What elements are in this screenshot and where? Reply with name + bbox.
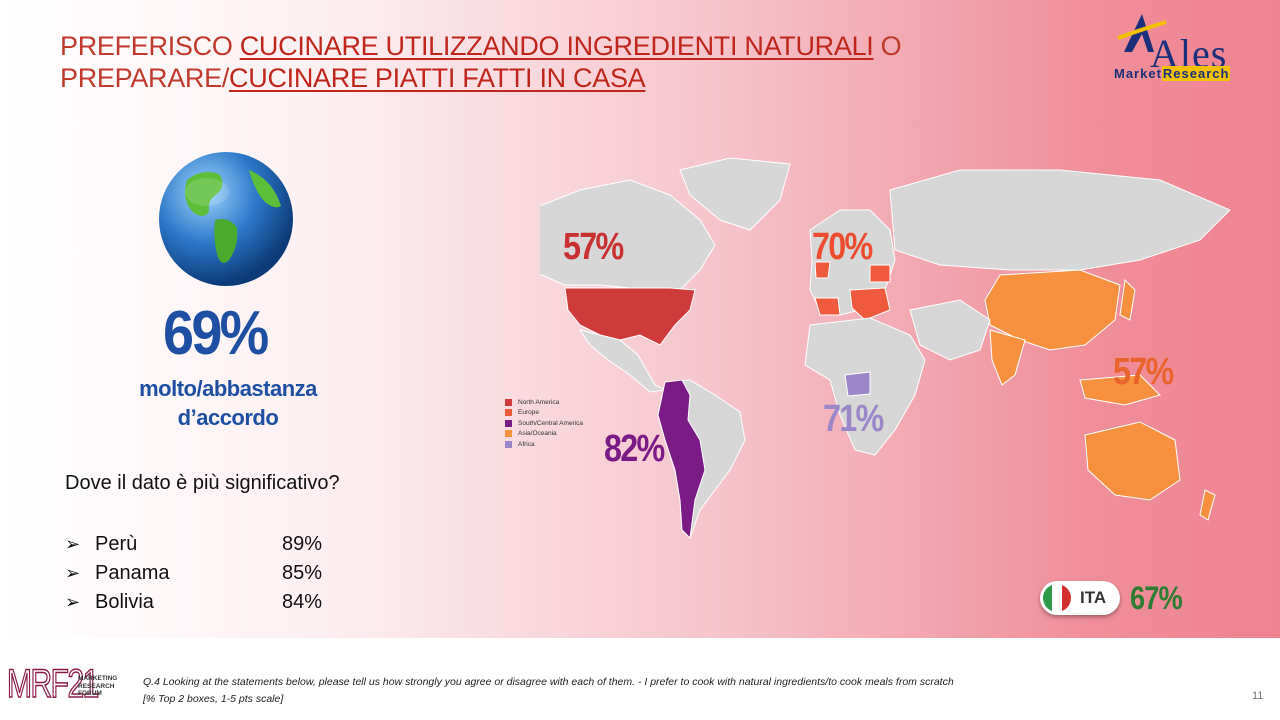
legend-item: Asia/Oceania xyxy=(505,429,583,440)
title-part-4-underlined: CUCINARE PIATTI FATTI IN CASA xyxy=(229,63,646,93)
legend-swatch xyxy=(505,419,512,427)
world-map xyxy=(540,157,1231,540)
global-percentage: 69% xyxy=(163,299,269,368)
country-list: ➢ Perù 89% ➢ Panama 85% ➢ Bolivia 84% xyxy=(65,530,322,617)
latam-percentage: 82% xyxy=(604,428,665,470)
mrf-sub-line: FORUM xyxy=(78,690,102,697)
list-item: ➢ Perù 89% xyxy=(65,530,322,559)
slide-background: PREFERISCO CUCINARE UTILIZZANDO INGREDIE… xyxy=(0,0,1280,638)
country-name: Bolivia xyxy=(95,591,154,613)
country-value: 84% xyxy=(282,591,323,613)
country-name: Perù xyxy=(95,533,138,555)
country-value: 85% xyxy=(282,562,323,584)
legend-label: Asia/Oceania xyxy=(518,430,557,438)
map-russia xyxy=(889,169,1231,271)
country-value: 89% xyxy=(282,533,323,555)
north-america-percentage: 57% xyxy=(563,226,624,268)
title-part-1: PREFERISCO xyxy=(60,31,240,61)
map-europe-highlight-3 xyxy=(869,264,891,283)
map-europe-highlight-1 xyxy=(814,297,841,316)
title-part-2-underlined: CUCINARE UTILIZZANDO INGREDIENTI NATURAL… xyxy=(239,31,874,61)
map-middle-east xyxy=(909,299,991,361)
map-asia-highlight xyxy=(984,269,1121,351)
list-item: ➢ Bolivia 84% xyxy=(65,588,322,617)
map-mexico xyxy=(578,329,667,393)
legend-label: South/Central America xyxy=(518,419,584,427)
mrf-logo: MRF21 xyxy=(6,662,99,706)
legend-item: Europe xyxy=(505,408,583,419)
list-item: ➢ Panama 85% xyxy=(65,559,322,588)
map-australia xyxy=(1084,421,1181,501)
map-greenland xyxy=(679,157,791,231)
page-number: 11 xyxy=(1252,690,1264,702)
map-usa xyxy=(564,287,696,346)
legend-item: Africa xyxy=(505,439,583,450)
legend-item: North America xyxy=(505,397,583,408)
logo-subtitle: MarketResearch xyxy=(1114,66,1231,81)
significance-question: Dove il dato è più significativo? xyxy=(65,472,340,494)
italy-badge: ITA xyxy=(1040,581,1120,615)
legend-label: Europe xyxy=(518,409,539,417)
map-europe-highlight-2 xyxy=(849,287,891,321)
legend-swatch xyxy=(505,409,512,417)
footnote-scale: [% Top 2 boxes, 1-5 pts scale] xyxy=(143,693,284,705)
map-india xyxy=(989,329,1026,386)
mrf-logo-subtitle: MARKETING RESEARCH FORUM xyxy=(78,675,117,698)
arrow-bullet-icon: ➢ xyxy=(65,563,81,583)
title-part-3: O PREPARARE/ xyxy=(60,31,902,93)
map-europe-highlight-4 xyxy=(814,261,831,279)
legend-label: North America xyxy=(518,398,560,406)
asia-percentage: 57% xyxy=(1113,351,1174,393)
agreement-line-1: molto/abbastanza xyxy=(139,376,317,401)
globe-icon xyxy=(159,152,293,286)
map-africa-highlight xyxy=(844,371,871,397)
africa-percentage: 71% xyxy=(823,398,884,440)
arrow-bullet-icon: ➢ xyxy=(65,534,81,554)
map-japan xyxy=(1119,278,1136,321)
logo-swoosh-icon xyxy=(1117,14,1167,52)
italy-label: ITA xyxy=(1080,588,1107,607)
map-new-zealand xyxy=(1199,489,1216,521)
map-sea-islands xyxy=(1079,374,1161,406)
legend-label: Africa xyxy=(518,440,535,448)
arrow-bullet-icon: ➢ xyxy=(65,592,81,612)
europe-percentage: 70% xyxy=(812,226,873,268)
legend-item: South/Central America xyxy=(505,418,583,429)
footer xyxy=(0,638,1280,720)
legend-swatch xyxy=(505,430,512,438)
agreement-line-2: d’accordo xyxy=(177,405,279,430)
footnote: Q.4 Looking at the statements below, ple… xyxy=(143,674,954,708)
footnote-question: Q.4 Looking at the statements below, ple… xyxy=(143,676,954,688)
map-canada xyxy=(540,179,716,291)
italy-percentage: 67% xyxy=(1130,580,1183,616)
map-legend: North America Europe South/Central Ameri… xyxy=(505,397,583,450)
ales-logo: Ales MarketResearch xyxy=(1110,8,1270,86)
legend-swatch xyxy=(505,440,512,448)
logo-sub-research: Research xyxy=(1161,66,1231,81)
agreement-label: molto/abbastanza d’accordo xyxy=(108,374,348,432)
logo-sub-market: Market xyxy=(1114,66,1162,81)
slide-title: PREFERISCO CUCINARE UTILIZZANDO INGREDIE… xyxy=(60,30,960,94)
mrf-sub-line: MARKETING xyxy=(78,675,118,682)
country-name: Panama xyxy=(95,562,170,584)
mrf-sub-line: RESEARCH xyxy=(78,682,115,690)
legend-swatch xyxy=(505,398,512,406)
italy-flag-icon xyxy=(1043,584,1071,612)
map-latam-highlight xyxy=(657,379,706,540)
